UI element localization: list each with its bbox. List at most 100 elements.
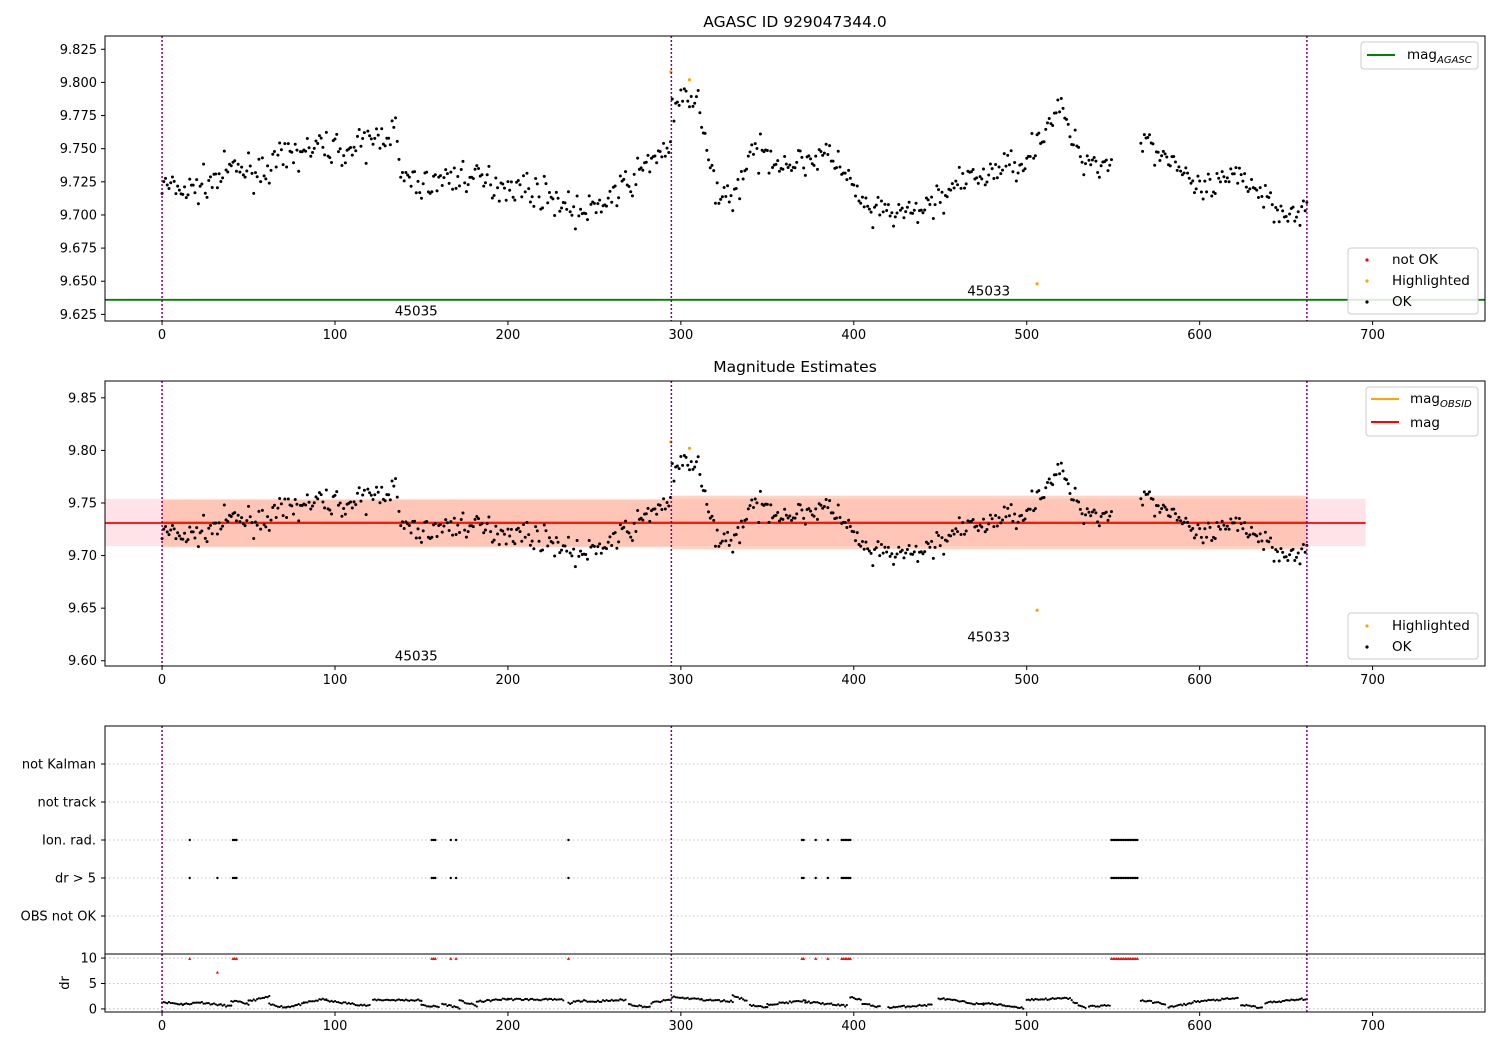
flag-point bbox=[1120, 876, 1124, 880]
dr-point bbox=[352, 1003, 356, 1006]
ok-point bbox=[508, 534, 512, 538]
ok-point bbox=[1020, 162, 1024, 166]
ok-point bbox=[895, 211, 899, 215]
ok-point bbox=[1001, 168, 1005, 172]
legend-marker-ok bbox=[1365, 300, 1369, 304]
ok-point bbox=[1092, 155, 1096, 159]
ok-point bbox=[252, 191, 256, 195]
dr-point bbox=[1151, 1001, 1155, 1005]
ok-point bbox=[541, 548, 545, 552]
ok-point bbox=[919, 550, 923, 554]
dr-point bbox=[340, 1002, 344, 1005]
flag-point bbox=[1136, 838, 1139, 842]
dr-point bbox=[1286, 999, 1289, 1002]
dr-point bbox=[221, 1004, 224, 1007]
dr-point bbox=[1141, 999, 1144, 1002]
ok-point bbox=[425, 520, 429, 524]
dr-point bbox=[517, 997, 520, 1000]
dr-point bbox=[276, 1005, 280, 1008]
ok-point bbox=[923, 208, 927, 212]
ok-point bbox=[689, 460, 693, 464]
dr-point bbox=[908, 1005, 911, 1008]
ok-point bbox=[1250, 177, 1254, 181]
ok-point bbox=[807, 154, 811, 158]
ok-point bbox=[447, 181, 451, 185]
dr-point bbox=[726, 1000, 729, 1003]
dr-point bbox=[454, 1006, 458, 1009]
dr-point bbox=[283, 1006, 286, 1009]
ok-point bbox=[1229, 517, 1233, 521]
ok-point bbox=[1173, 160, 1177, 164]
dr-point bbox=[703, 999, 707, 1002]
dr-point bbox=[268, 1002, 271, 1005]
ok-point bbox=[311, 504, 315, 508]
ok-point bbox=[1066, 122, 1070, 126]
ok-point bbox=[1033, 154, 1037, 158]
ok-point bbox=[535, 529, 539, 533]
ok-point bbox=[719, 541, 723, 545]
ok-point bbox=[240, 165, 244, 169]
dr-point bbox=[722, 999, 726, 1002]
y-tick-label: 9.700 bbox=[60, 208, 97, 223]
ok-point bbox=[1163, 152, 1167, 156]
ok-point bbox=[262, 523, 266, 527]
ok-point bbox=[954, 527, 958, 531]
ok-point bbox=[793, 166, 797, 170]
ok-point bbox=[824, 142, 828, 146]
ok-point bbox=[1269, 536, 1273, 540]
y-tick-label: 9.85 bbox=[68, 391, 97, 406]
dr-point bbox=[859, 998, 862, 1001]
dr-point bbox=[484, 999, 487, 1003]
ok-point bbox=[1009, 149, 1013, 153]
x-tick-label: 200 bbox=[496, 1019, 521, 1034]
ok-point bbox=[1215, 171, 1219, 175]
dr-point bbox=[970, 1002, 973, 1005]
dr-point bbox=[643, 1005, 646, 1008]
ok-point bbox=[1078, 155, 1082, 159]
dr-point bbox=[989, 1002, 992, 1006]
dr-point bbox=[619, 998, 622, 1001]
dr-point bbox=[211, 1003, 214, 1006]
dr-point bbox=[292, 1005, 295, 1008]
dr-point bbox=[662, 998, 665, 1002]
dr-point bbox=[909, 1005, 912, 1008]
ok-point bbox=[485, 173, 489, 177]
dr-point bbox=[638, 1004, 641, 1007]
legend-label-mag-obsid-base: mag bbox=[1410, 391, 1440, 407]
ok-point bbox=[783, 507, 787, 511]
ok-point bbox=[1279, 547, 1283, 551]
ok-point bbox=[266, 515, 270, 519]
ok-point bbox=[174, 192, 178, 196]
dr-point bbox=[261, 996, 264, 1000]
dr-point bbox=[224, 1005, 228, 1008]
ok-point bbox=[956, 183, 960, 187]
ok-point bbox=[1284, 555, 1288, 559]
dr-point bbox=[231, 1000, 235, 1003]
dr-point bbox=[735, 995, 738, 999]
ok-point bbox=[542, 174, 546, 178]
dr-point bbox=[620, 998, 624, 1001]
dr-point bbox=[633, 1004, 636, 1007]
dr-point bbox=[1048, 998, 1051, 1001]
dr-point bbox=[323, 998, 326, 1001]
ok-point bbox=[923, 550, 927, 554]
ok-point bbox=[712, 518, 716, 522]
ok-point bbox=[1007, 514, 1011, 518]
ok-point bbox=[553, 213, 557, 217]
dr-point bbox=[569, 1002, 572, 1005]
ok-point bbox=[926, 542, 930, 546]
dr-point bbox=[320, 998, 323, 1001]
ok-point bbox=[272, 503, 276, 507]
ok-point bbox=[276, 506, 280, 510]
ok-point bbox=[919, 208, 923, 212]
ok-point bbox=[1094, 159, 1098, 163]
dr-point bbox=[268, 994, 271, 998]
ok-point bbox=[700, 484, 704, 488]
ok-point bbox=[388, 498, 392, 502]
dr-point bbox=[985, 1002, 989, 1005]
ok-point bbox=[790, 169, 794, 173]
ok-point bbox=[1184, 516, 1188, 520]
ok-point bbox=[907, 543, 911, 547]
ok-point bbox=[1168, 515, 1172, 519]
dr-point bbox=[1264, 1002, 1267, 1005]
